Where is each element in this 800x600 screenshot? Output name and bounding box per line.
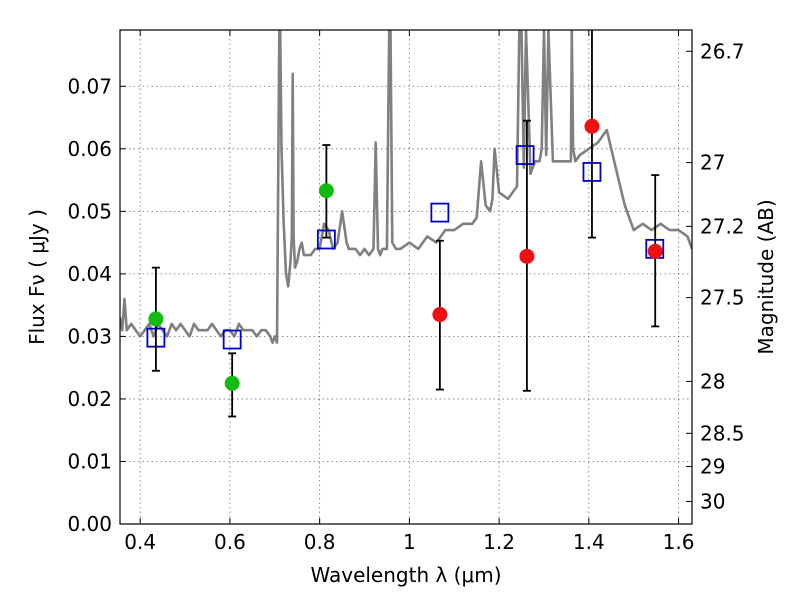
y-axis: 0.00 0.01 0.02 0.03 0.04 0.05 0.06 0.07	[67, 74, 126, 536]
y-axis-right-label: Magnitude (AB)	[754, 199, 778, 354]
y-right-tick-label: 26.7	[700, 39, 745, 63]
model-photometry-square	[222, 329, 242, 350]
grid	[120, 30, 692, 525]
plot-area	[120, 30, 692, 418]
y-right-tick-label: 29	[700, 454, 725, 478]
x-tick-label: 0.4	[124, 530, 156, 554]
x-axis: 0.4 0.6 0.8 1 1.2 1.4 1.6	[124, 30, 694, 554]
y-right-tick-label: 30	[700, 489, 725, 513]
x-tick-label: 0.6	[214, 530, 246, 554]
y-right-tick-label: 27.2	[700, 214, 745, 238]
nir-detections-point	[647, 243, 663, 259]
nir-detections-point	[432, 307, 448, 323]
x-axis-label: Wavelength λ (μm)	[310, 563, 501, 587]
y-tick-label: 0.05	[67, 199, 112, 223]
x-tick-label: 1.4	[573, 530, 605, 554]
model-photometry-square	[430, 202, 450, 223]
spectrum-line	[120, 30, 692, 345]
y-axis-label: Flux Fν ( μJy )	[25, 209, 49, 345]
x-tick-label: 0.8	[304, 530, 336, 554]
y-tick-label: 0.04	[67, 262, 112, 286]
nir-detections-point	[519, 248, 535, 264]
optical-detections-point	[224, 375, 240, 391]
y-tick-label: 0.03	[67, 324, 112, 348]
x-tick-label: 1	[403, 530, 416, 554]
y-right-tick-label: 27.5	[700, 286, 745, 310]
model-photometry-square	[515, 145, 535, 165]
x-tick-label: 1.2	[483, 530, 515, 554]
plot-frame	[119, 29, 693, 525]
y-right-tick-label: 28	[700, 369, 725, 393]
optical-detections-point	[148, 311, 164, 327]
nir-detections-point	[584, 118, 600, 134]
y-tick-label: 0.01	[67, 449, 112, 473]
y-right-tick-label: 27	[700, 151, 725, 175]
y-tick-label: 0.07	[67, 74, 112, 98]
y-tick-label: 0.00	[67, 512, 112, 536]
y-right-tick-label: 28.5	[700, 421, 745, 445]
y-tick-label: 0.02	[67, 387, 112, 411]
x-tick-label: 1.6	[663, 530, 695, 554]
y-axis-right: 26.7 27 27.2 27.5 28 28.5 29 30	[686, 39, 745, 513]
y-tick-label: 0.06	[67, 137, 112, 161]
optical-detections-point	[318, 183, 334, 199]
